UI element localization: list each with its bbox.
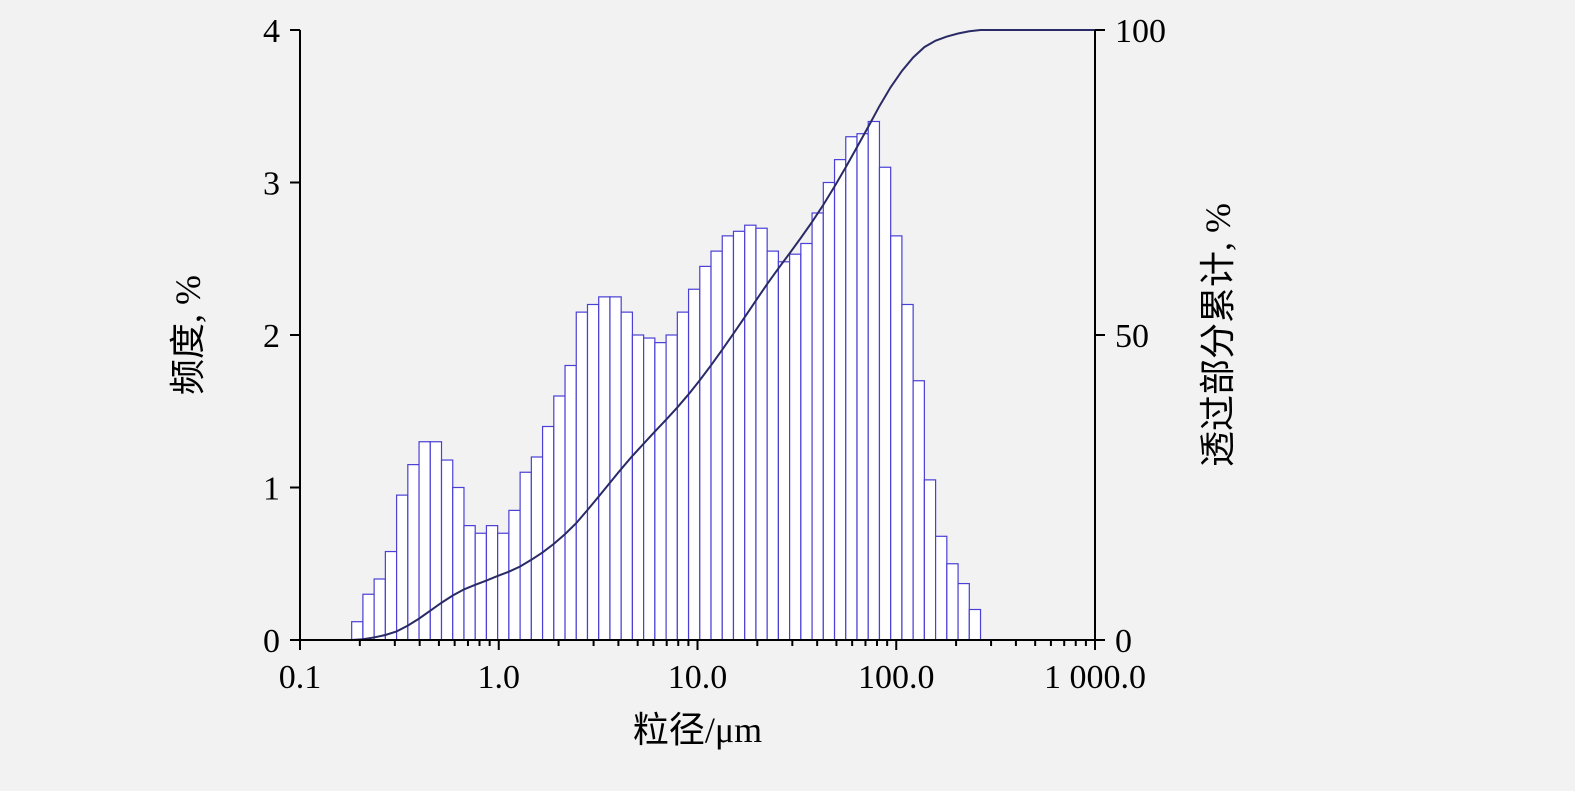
histogram-bar [700,266,711,640]
histogram-bar [385,552,396,640]
histogram-bar [464,526,475,640]
y-left-axis-label: 频度, % [168,275,208,395]
x-tick-label: 1.0 [478,659,521,696]
histogram-bar [655,343,666,640]
histogram-bar [936,536,947,640]
histogram-bar [363,594,374,640]
histogram-bar [745,225,756,640]
histogram-bar [677,312,688,640]
histogram-bar [767,251,778,640]
y-left-tick-label: 4 [263,13,280,50]
chart-svg: 0.11.010.0100.01 000.001234050100粒径/μm频度… [0,0,1575,791]
histogram-bar [374,579,385,640]
histogram-bar [812,213,823,640]
histogram-bar [891,236,902,640]
histogram-bar [846,137,857,640]
histogram-bar [790,254,801,640]
histogram-bar [801,244,812,641]
histogram-bar [733,231,744,640]
histogram-bar [520,472,531,640]
histogram-bar [722,236,733,640]
histogram-bar [498,533,509,640]
histogram-bar [475,533,486,640]
y-left-tick-label: 0 [263,623,280,660]
histogram-bar [947,564,958,640]
histogram-bar [610,297,621,640]
histogram-bar [632,335,643,640]
histogram-bar [397,495,408,640]
y-right-tick-label: 50 [1115,318,1149,355]
histogram-bar [442,460,453,640]
histogram-bar [666,335,677,640]
histogram-bar [969,610,980,641]
histogram-bar [879,167,890,640]
x-axis-label: 粒径/μm [633,710,762,750]
histogram-bar [554,396,565,640]
particle-size-distribution-chart: 0.11.010.0100.01 000.001234050100粒径/μm频度… [0,0,1575,791]
histogram-bar [835,160,846,640]
histogram-bar [531,457,542,640]
x-tick-label: 0.1 [279,659,322,696]
histogram-bar [453,488,464,641]
histogram-bar [509,510,520,640]
histogram-bar [857,134,868,640]
histogram-bar [587,305,598,641]
histogram-bar [711,251,722,640]
histogram-bar [408,465,419,640]
histogram-bar [486,526,497,640]
histogram-bar [644,338,655,640]
y-right-tick-label: 100 [1115,13,1166,50]
histogram-bar [958,584,969,640]
histogram-bar [621,312,632,640]
histogram-bar [352,622,363,640]
y-right-tick-label: 0 [1115,623,1132,660]
histogram-bar [565,366,576,641]
histogram-bar [778,262,789,640]
y-left-tick-label: 2 [263,318,280,355]
histogram-bar [868,122,879,641]
x-tick-label: 100.0 [858,659,935,696]
histogram-bar [924,480,935,640]
histogram-bar [823,183,834,641]
histogram-bar [576,312,587,640]
y-left-tick-label: 1 [263,470,280,507]
histogram-bar [419,442,430,640]
x-tick-label: 1 000.0 [1044,659,1146,696]
x-tick-label: 10.0 [668,659,728,696]
histogram-bar [902,305,913,641]
histogram-bar [913,381,924,640]
y-left-tick-label: 3 [263,165,280,202]
histogram-bar [543,427,554,641]
y-right-axis-label: 透过部分累计, % [1198,203,1238,467]
histogram-bar [689,289,700,640]
histogram-bar [756,228,767,640]
histogram-bar [599,297,610,640]
